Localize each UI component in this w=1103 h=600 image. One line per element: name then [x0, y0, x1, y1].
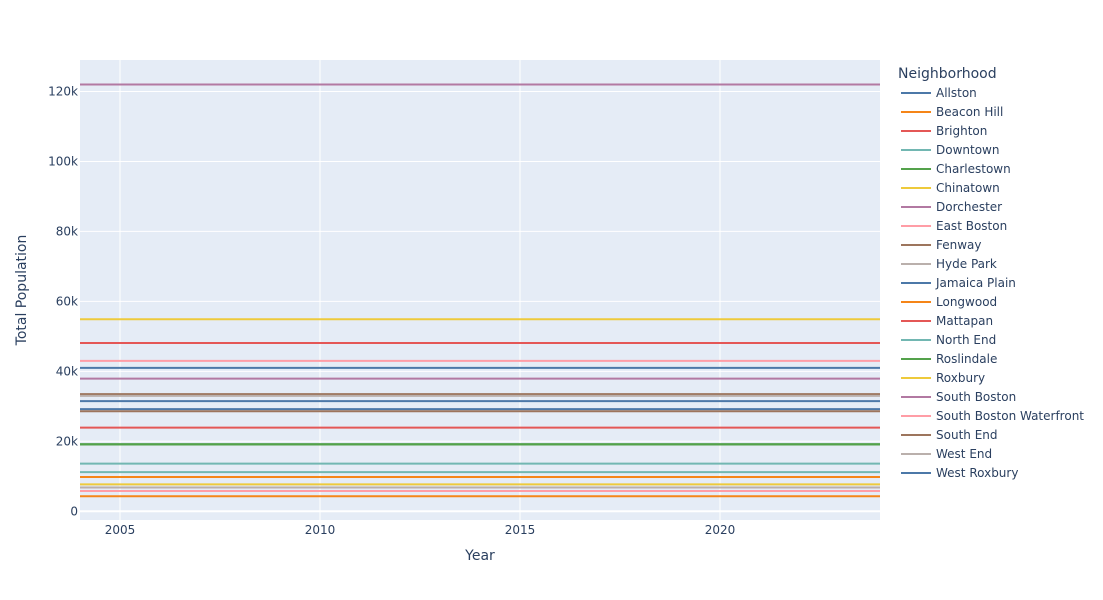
- legend-label: Charlestown: [936, 162, 1011, 176]
- legend-item[interactable]: Roxbury: [901, 371, 985, 385]
- legend-label: Beacon Hill: [936, 105, 1003, 119]
- legend-label: South Boston Waterfront: [936, 409, 1084, 423]
- legend-item[interactable]: Fenway: [901, 238, 982, 252]
- y-tick-label: 40k: [56, 364, 78, 378]
- x-axis-ticks: 2005 2010 2015 2020: [105, 523, 736, 537]
- legend-label: South Boston: [936, 390, 1016, 404]
- legend-label: Dorchester: [936, 200, 1002, 214]
- legend-item[interactable]: West End: [901, 447, 992, 461]
- y-tick-label: 100k: [48, 154, 78, 168]
- x-tick-label: 2020: [705, 523, 736, 537]
- legend-item[interactable]: Chinatown: [901, 181, 1000, 195]
- legend-item[interactable]: Charlestown: [901, 162, 1011, 176]
- legend-label: Mattapan: [936, 314, 993, 328]
- legend-label: South End: [936, 428, 998, 442]
- legend-item[interactable]: West Roxbury: [901, 466, 1018, 480]
- legend[interactable]: Neighborhood Allston Beacon Hill Brighton D…: [898, 66, 1084, 480]
- legend-label: West End: [936, 447, 992, 461]
- legend-label: North End: [936, 333, 996, 347]
- legend-label: East Boston: [936, 219, 1007, 233]
- y-axis-ticks: 0 20k 40k 60k 80k 100k 120k: [48, 84, 78, 518]
- legend-title: Neighborhood: [898, 66, 997, 82]
- legend-item[interactable]: Beacon Hill: [901, 105, 1003, 119]
- legend-label: West Roxbury: [936, 466, 1018, 480]
- legend-item[interactable]: South End: [901, 428, 998, 442]
- x-tick-label: 2010: [305, 523, 336, 537]
- legend-item[interactable]: Downtown: [901, 143, 999, 157]
- legend-label: Roxbury: [936, 371, 985, 385]
- y-tick-label: 60k: [56, 294, 78, 308]
- legend-label: Allston: [936, 86, 977, 100]
- legend-label: Downtown: [936, 143, 999, 157]
- x-axis-title: Year: [464, 548, 495, 564]
- legend-label: Fenway: [936, 238, 982, 252]
- legend-label: Brighton: [936, 124, 987, 138]
- legend-item[interactable]: Jamaica Plain: [901, 276, 1016, 290]
- y-axis-title: Total Population: [14, 235, 30, 347]
- legend-item[interactable]: Hyde Park: [901, 257, 997, 271]
- legend-item[interactable]: Longwood: [901, 295, 997, 309]
- y-tick-label: 20k: [56, 434, 78, 448]
- legend-label: Chinatown: [936, 181, 1000, 195]
- legend-label: Longwood: [936, 295, 997, 309]
- legend-item[interactable]: South Boston Waterfront: [901, 409, 1084, 423]
- grid-lines: [80, 60, 880, 520]
- legend-item[interactable]: Roslindale: [901, 352, 997, 366]
- y-tick-label: 0: [70, 504, 78, 518]
- legend-item[interactable]: Brighton: [901, 124, 987, 138]
- y-tick-label: 120k: [48, 84, 78, 98]
- x-tick-label: 2015: [505, 523, 536, 537]
- legend-item[interactable]: Allston: [901, 86, 977, 100]
- plot-area: [80, 60, 880, 520]
- legend-item[interactable]: North End: [901, 333, 996, 347]
- legend-label: Hyde Park: [936, 257, 997, 271]
- x-tick-label: 2005: [105, 523, 136, 537]
- series-lines: [80, 83, 880, 498]
- legend-item[interactable]: Dorchester: [901, 200, 1002, 214]
- y-tick-label: 80k: [56, 224, 78, 238]
- legend-label: Roslindale: [936, 352, 997, 366]
- legend-item[interactable]: Mattapan: [901, 314, 993, 328]
- legend-item[interactable]: South Boston: [901, 390, 1016, 404]
- legend-item[interactable]: East Boston: [901, 219, 1007, 233]
- legend-label: Jamaica Plain: [935, 276, 1016, 290]
